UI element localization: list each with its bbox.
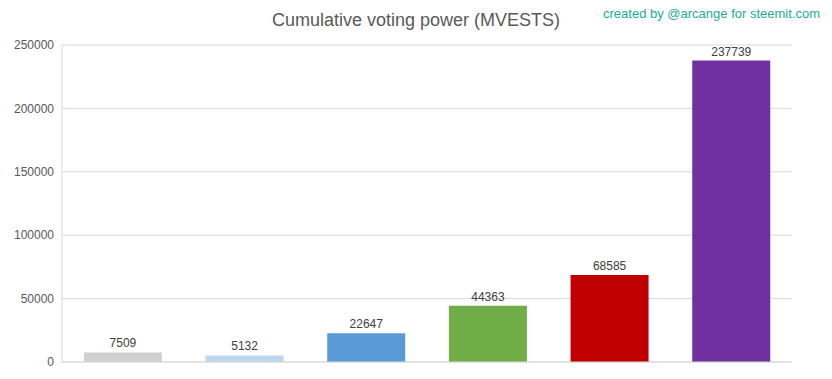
svg-text:150000: 150000 bbox=[14, 165, 54, 179]
svg-text:200000: 200000 bbox=[14, 102, 54, 116]
svg-text:7509: 7509 bbox=[110, 336, 137, 350]
svg-text:237739: 237739 bbox=[711, 45, 751, 59]
html-text:Cumulative voting power (MVEST: Cumulative voting power (MVESTS) bbox=[271, 10, 560, 30]
svg-text:50000: 50000 bbox=[21, 292, 55, 306]
svg-text:0: 0 bbox=[47, 355, 54, 369]
svg-text:250000: 250000 bbox=[14, 38, 54, 52]
svg-text:44363: 44363 bbox=[471, 290, 505, 304]
svg-text:5132: 5132 bbox=[231, 339, 258, 353]
html-text:created by @arcange for steemi: created by @arcange for steemit.com bbox=[603, 6, 820, 21]
svg-text:68585: 68585 bbox=[593, 259, 627, 273]
svg-text:22647: 22647 bbox=[350, 317, 384, 331]
svg-text:100000: 100000 bbox=[14, 228, 54, 242]
